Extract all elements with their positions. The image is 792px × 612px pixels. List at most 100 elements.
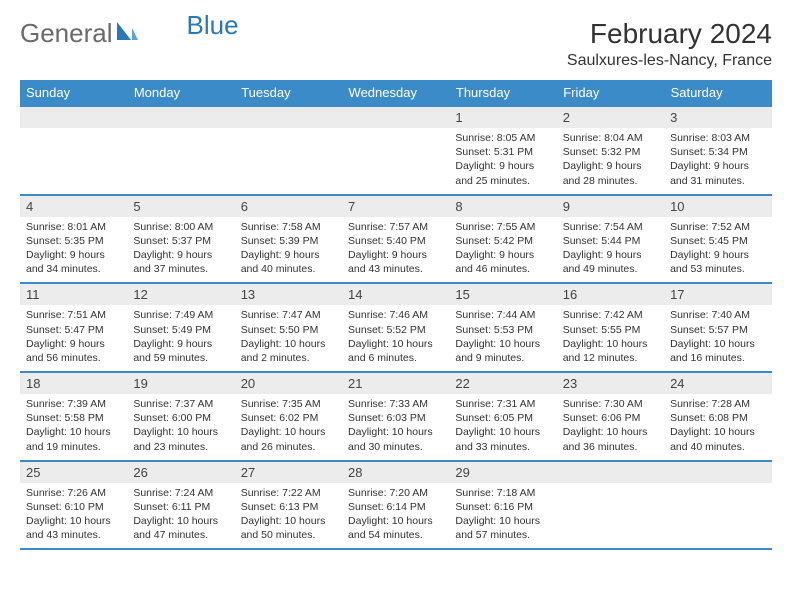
calendar-cell: 13Sunrise: 7:47 AMSunset: 5:50 PMDayligh… (235, 283, 342, 372)
day-details: Sunrise: 7:54 AMSunset: 5:44 PMDaylight:… (557, 217, 664, 283)
day-details: Sunrise: 7:40 AMSunset: 5:57 PMDaylight:… (664, 305, 771, 371)
day-details: Sunrise: 7:51 AMSunset: 5:47 PMDaylight:… (20, 305, 127, 371)
day-details: Sunrise: 7:47 AMSunset: 5:50 PMDaylight:… (235, 305, 342, 371)
day-details: Sunrise: 8:05 AMSunset: 5:31 PMDaylight:… (449, 128, 556, 194)
day-details: Sunrise: 8:00 AMSunset: 5:37 PMDaylight:… (127, 217, 234, 283)
calendar-cell: 17Sunrise: 7:40 AMSunset: 5:57 PMDayligh… (664, 283, 771, 372)
calendar-cell: 1Sunrise: 8:05 AMSunset: 5:31 PMDaylight… (449, 106, 556, 195)
day-details: Sunrise: 7:39 AMSunset: 5:58 PMDaylight:… (20, 394, 127, 460)
calendar-cell: 9Sunrise: 7:54 AMSunset: 5:44 PMDaylight… (557, 195, 664, 284)
day-details: Sunrise: 7:37 AMSunset: 6:00 PMDaylight:… (127, 394, 234, 460)
weekday-header: Friday (557, 80, 664, 106)
day-number: 23 (557, 373, 664, 394)
day-number: 28 (342, 462, 449, 483)
calendar-cell: 8Sunrise: 7:55 AMSunset: 5:42 PMDaylight… (449, 195, 556, 284)
logo-text-blue: Blue (187, 10, 239, 41)
day-details: Sunrise: 7:31 AMSunset: 6:05 PMDaylight:… (449, 394, 556, 460)
calendar-cell: 20Sunrise: 7:35 AMSunset: 6:02 PMDayligh… (235, 372, 342, 461)
day-number: 4 (20, 196, 127, 217)
calendar-cell: 6Sunrise: 7:58 AMSunset: 5:39 PMDaylight… (235, 195, 342, 284)
day-details: Sunrise: 7:18 AMSunset: 6:16 PMDaylight:… (449, 483, 556, 549)
weekday-header: Wednesday (342, 80, 449, 106)
calendar-cell: 18Sunrise: 7:39 AMSunset: 5:58 PMDayligh… (20, 372, 127, 461)
calendar-cell: 11Sunrise: 7:51 AMSunset: 5:47 PMDayligh… (20, 283, 127, 372)
day-number: 14 (342, 284, 449, 305)
day-details: Sunrise: 7:57 AMSunset: 5:40 PMDaylight:… (342, 217, 449, 283)
day-details: Sunrise: 7:24 AMSunset: 6:11 PMDaylight:… (127, 483, 234, 549)
day-details: Sunrise: 7:49 AMSunset: 5:49 PMDaylight:… (127, 305, 234, 371)
header: General Blue February 2024 Saulxures-les… (20, 18, 772, 70)
day-number: 19 (127, 373, 234, 394)
calendar-cell: 26Sunrise: 7:24 AMSunset: 6:11 PMDayligh… (127, 461, 234, 550)
calendar-cell: 19Sunrise: 7:37 AMSunset: 6:00 PMDayligh… (127, 372, 234, 461)
day-number: 11 (20, 284, 127, 305)
calendar-body: 1Sunrise: 8:05 AMSunset: 5:31 PMDaylight… (20, 106, 772, 549)
logo-sail-icon (115, 20, 139, 47)
day-number: 3 (664, 107, 771, 128)
day-number: 16 (557, 284, 664, 305)
weekday-header: Sunday (20, 80, 127, 106)
day-details: Sunrise: 7:30 AMSunset: 6:06 PMDaylight:… (557, 394, 664, 460)
calendar-cell: 3Sunrise: 8:03 AMSunset: 5:34 PMDaylight… (664, 106, 771, 195)
calendar-cell: 5Sunrise: 8:00 AMSunset: 5:37 PMDaylight… (127, 195, 234, 284)
day-number: 21 (342, 373, 449, 394)
day-details: Sunrise: 7:35 AMSunset: 6:02 PMDaylight:… (235, 394, 342, 460)
day-details: Sunrise: 8:01 AMSunset: 5:35 PMDaylight:… (20, 217, 127, 283)
day-details: Sunrise: 7:33 AMSunset: 6:03 PMDaylight:… (342, 394, 449, 460)
day-details: Sunrise: 7:42 AMSunset: 5:55 PMDaylight:… (557, 305, 664, 371)
logo-text-general: General (20, 18, 113, 49)
weekday-header: Monday (127, 80, 234, 106)
day-number: 1 (449, 107, 556, 128)
day-details: Sunrise: 7:58 AMSunset: 5:39 PMDaylight:… (235, 217, 342, 283)
calendar-cell (664, 461, 771, 550)
calendar-header-row: SundayMondayTuesdayWednesdayThursdayFrid… (20, 80, 772, 106)
day-details: Sunrise: 7:28 AMSunset: 6:08 PMDaylight:… (664, 394, 771, 460)
logo: General Blue (20, 18, 239, 49)
calendar-cell: 25Sunrise: 7:26 AMSunset: 6:10 PMDayligh… (20, 461, 127, 550)
day-number: 24 (664, 373, 771, 394)
calendar-cell: 16Sunrise: 7:42 AMSunset: 5:55 PMDayligh… (557, 283, 664, 372)
calendar-cell (235, 106, 342, 195)
weekday-header: Thursday (449, 80, 556, 106)
day-number: 18 (20, 373, 127, 394)
calendar-cell: 7Sunrise: 7:57 AMSunset: 5:40 PMDaylight… (342, 195, 449, 284)
calendar-cell (127, 106, 234, 195)
day-number: 9 (557, 196, 664, 217)
day-number: 26 (127, 462, 234, 483)
calendar-cell: 22Sunrise: 7:31 AMSunset: 6:05 PMDayligh… (449, 372, 556, 461)
day-number: 7 (342, 196, 449, 217)
day-details: Sunrise: 7:44 AMSunset: 5:53 PMDaylight:… (449, 305, 556, 371)
location-label: Saulxures-les-Nancy, France (567, 52, 772, 70)
calendar-table: SundayMondayTuesdayWednesdayThursdayFrid… (20, 80, 772, 550)
calendar-cell: 29Sunrise: 7:18 AMSunset: 6:16 PMDayligh… (449, 461, 556, 550)
calendar-cell: 10Sunrise: 7:52 AMSunset: 5:45 PMDayligh… (664, 195, 771, 284)
day-details: Sunrise: 7:55 AMSunset: 5:42 PMDaylight:… (449, 217, 556, 283)
calendar-cell: 28Sunrise: 7:20 AMSunset: 6:14 PMDayligh… (342, 461, 449, 550)
day-number: 2 (557, 107, 664, 128)
day-number: 12 (127, 284, 234, 305)
calendar-cell: 12Sunrise: 7:49 AMSunset: 5:49 PMDayligh… (127, 283, 234, 372)
day-number: 25 (20, 462, 127, 483)
calendar-cell: 24Sunrise: 7:28 AMSunset: 6:08 PMDayligh… (664, 372, 771, 461)
day-number: 20 (235, 373, 342, 394)
calendar-cell (342, 106, 449, 195)
day-details: Sunrise: 8:03 AMSunset: 5:34 PMDaylight:… (664, 128, 771, 194)
day-number: 17 (664, 284, 771, 305)
day-number: 13 (235, 284, 342, 305)
day-details: Sunrise: 7:20 AMSunset: 6:14 PMDaylight:… (342, 483, 449, 549)
day-details: Sunrise: 8:04 AMSunset: 5:32 PMDaylight:… (557, 128, 664, 194)
calendar-cell: 15Sunrise: 7:44 AMSunset: 5:53 PMDayligh… (449, 283, 556, 372)
calendar-cell: 21Sunrise: 7:33 AMSunset: 6:03 PMDayligh… (342, 372, 449, 461)
day-number: 29 (449, 462, 556, 483)
calendar-cell: 23Sunrise: 7:30 AMSunset: 6:06 PMDayligh… (557, 372, 664, 461)
day-number: 27 (235, 462, 342, 483)
day-details: Sunrise: 7:26 AMSunset: 6:10 PMDaylight:… (20, 483, 127, 549)
day-number: 15 (449, 284, 556, 305)
weekday-header: Tuesday (235, 80, 342, 106)
day-number: 6 (235, 196, 342, 217)
day-details: Sunrise: 7:22 AMSunset: 6:13 PMDaylight:… (235, 483, 342, 549)
day-number: 10 (664, 196, 771, 217)
month-title: February 2024 (567, 18, 772, 50)
calendar-cell: 2Sunrise: 8:04 AMSunset: 5:32 PMDaylight… (557, 106, 664, 195)
calendar-cell: 27Sunrise: 7:22 AMSunset: 6:13 PMDayligh… (235, 461, 342, 550)
